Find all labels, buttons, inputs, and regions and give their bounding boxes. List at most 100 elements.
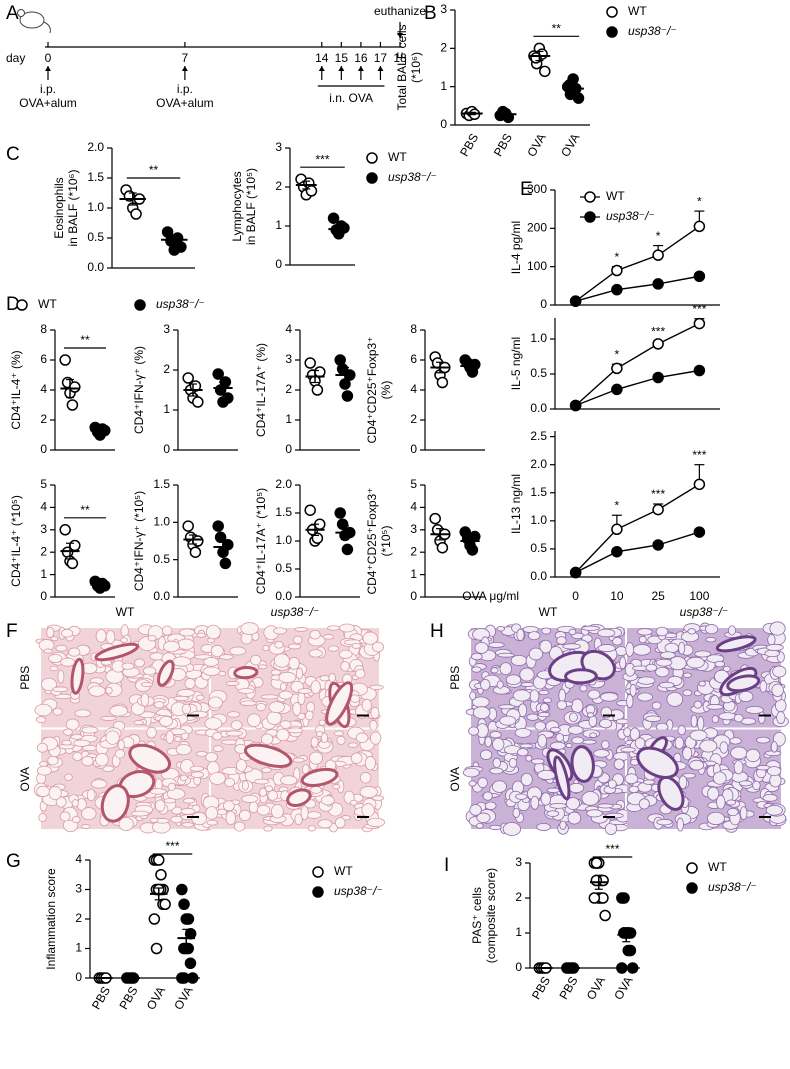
tissue-texture <box>682 689 693 697</box>
y-tick-label: 1 <box>440 79 447 93</box>
legend-label: WT <box>334 864 353 878</box>
tissue-texture <box>163 798 177 804</box>
tissue-texture <box>571 698 584 714</box>
y-tick-label: 3 <box>275 140 282 154</box>
tissue-texture <box>320 795 335 806</box>
tissue-texture <box>480 749 493 760</box>
tissue-texture <box>514 727 532 738</box>
y-tick-label: 0.5 <box>153 552 170 566</box>
day-number: 16 <box>354 51 368 65</box>
tissue-texture <box>81 824 91 830</box>
tissue-texture <box>369 684 384 690</box>
tissue-texture <box>739 806 748 820</box>
tissue-texture <box>472 706 491 719</box>
legend-label: usp38⁻/⁻ <box>388 170 437 184</box>
tissue-texture <box>64 773 73 781</box>
tissue-texture <box>255 702 267 712</box>
y-tick-label: 0 <box>410 589 417 603</box>
tissue-texture <box>568 782 585 794</box>
tissue-texture <box>482 791 493 801</box>
data-point <box>588 892 601 904</box>
tissue-texture <box>697 716 705 731</box>
tissue-texture <box>263 825 273 832</box>
y-tick-label: 2 <box>515 890 522 904</box>
tissue-texture <box>559 820 567 830</box>
challenge-arrow-head <box>377 66 384 71</box>
y-tick-label: 3 <box>285 352 292 366</box>
data-point <box>130 208 142 220</box>
airway <box>726 674 761 693</box>
y-axis-label: Lymphocytes <box>230 171 244 241</box>
day-label: day <box>6 51 25 65</box>
series-line <box>575 531 700 574</box>
x-tick-label: OVA <box>584 974 608 1002</box>
y-tick-label: 4 <box>285 322 292 336</box>
priming-arrow-head <box>45 66 51 71</box>
data-point <box>436 541 449 554</box>
tissue-texture <box>765 804 783 816</box>
y-tick-label: 5 <box>410 477 417 491</box>
tissue-texture <box>260 733 274 745</box>
legend-marker <box>366 172 378 184</box>
tissue-texture <box>336 735 346 745</box>
data-point <box>693 270 706 282</box>
tissue-texture <box>619 656 627 670</box>
tissue-texture <box>632 644 652 656</box>
y-axis-label: CD4⁺IFN-γ⁺ (%) <box>132 346 146 434</box>
tissue-texture <box>259 787 267 797</box>
data-point <box>155 869 167 881</box>
data-point <box>178 972 190 984</box>
airway <box>94 642 140 662</box>
panel-label: D <box>6 294 20 315</box>
airway <box>715 635 757 653</box>
y-tick-label: 3 <box>515 855 522 869</box>
tissue-texture <box>190 771 204 779</box>
data-point <box>341 390 354 402</box>
tissue-texture <box>52 686 69 693</box>
y-tick-label: 2.0 <box>275 477 292 491</box>
tissue-texture <box>714 660 725 668</box>
x-tick-label: PBS <box>116 984 140 1012</box>
tissue-texture <box>57 669 65 684</box>
series-line <box>575 483 700 573</box>
y-tick-label: 3 <box>163 322 170 336</box>
tissue-texture <box>149 788 167 795</box>
tissue-texture <box>526 713 540 721</box>
tissue-texture <box>117 739 125 750</box>
data-point <box>693 526 706 538</box>
tissue-texture <box>468 726 480 736</box>
tissue-texture <box>597 803 614 809</box>
y-tick-label: 1 <box>275 218 282 232</box>
day-number: 7 <box>182 51 189 65</box>
tissue-texture <box>658 681 675 689</box>
tissue-texture <box>280 775 298 786</box>
tissue-texture <box>182 798 196 804</box>
tissue-texture <box>626 694 634 709</box>
tissue-texture <box>310 786 322 794</box>
y-tick-label: 0 <box>275 257 282 271</box>
y-tick-label: 2 <box>410 412 417 426</box>
x-tick-label: OVA <box>558 131 582 159</box>
tissue-texture <box>539 703 549 712</box>
tissue-texture <box>274 641 284 649</box>
tissue-texture <box>512 689 531 702</box>
y-tick-label: 1.0 <box>275 533 292 547</box>
data-point <box>569 566 582 579</box>
tissue-texture <box>567 811 582 825</box>
significance-label: *** <box>651 487 665 501</box>
data-point <box>429 512 441 525</box>
tissue-texture <box>35 716 47 724</box>
tissue-texture <box>81 807 97 821</box>
tissue-texture <box>204 717 223 730</box>
tissue-texture <box>581 791 600 806</box>
tissue-texture <box>208 696 223 709</box>
data-point <box>175 241 187 253</box>
tissue-texture <box>140 692 150 707</box>
data-point <box>184 957 197 969</box>
tissue-texture <box>520 772 533 787</box>
y-tick-label: 2 <box>275 179 282 193</box>
tissue-texture <box>537 711 551 718</box>
airway <box>233 665 259 680</box>
tissue-texture <box>698 680 706 687</box>
legend-label: usp38⁻/⁻ <box>334 884 383 898</box>
